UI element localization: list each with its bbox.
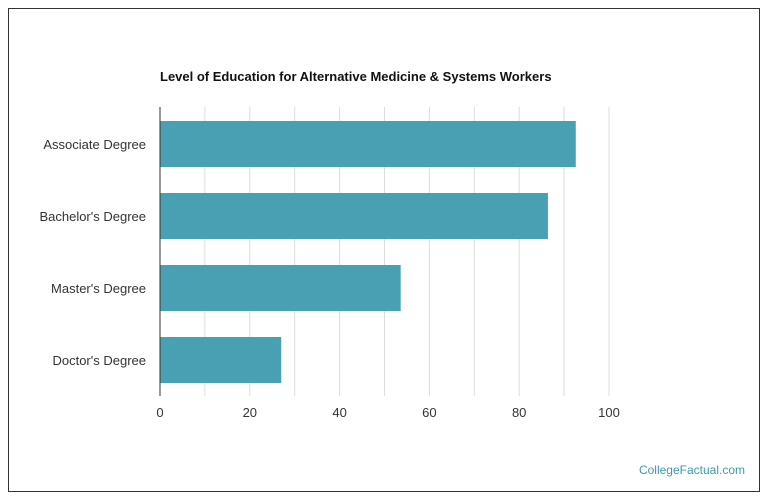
x-tick-label-0: 0 bbox=[156, 405, 163, 420]
category-label-master-s-degree: Master's Degree bbox=[51, 281, 146, 296]
chart-frame: Level of Education for Alternative Medic… bbox=[8, 8, 760, 492]
chart-title: Level of Education for Alternative Medic… bbox=[160, 69, 552, 84]
x-tick-labels: 0 20 40 60 80 100 bbox=[156, 405, 619, 420]
x-tick-label-60: 60 bbox=[422, 405, 436, 420]
watermark-link[interactable]: CollegeFactual.com bbox=[638, 463, 745, 477]
category-labels: Associate Degree Bachelor's Degree Master'… bbox=[39, 137, 146, 368]
category-label-bachelor-s-degree: Bachelor's Degree bbox=[39, 209, 146, 224]
x-tick-label-20: 20 bbox=[243, 405, 257, 420]
bar-doctor-s-degree bbox=[160, 337, 282, 383]
x-tick-label-100: 100 bbox=[598, 405, 620, 420]
bar-associate-degree bbox=[160, 121, 576, 167]
bar-master-s-degree bbox=[160, 265, 401, 311]
x-tick-label-80: 80 bbox=[512, 405, 526, 420]
bar-bachelor-s-degree bbox=[160, 193, 548, 239]
x-tick-label-40: 40 bbox=[332, 405, 346, 420]
category-label-associate-degree: Associate Degree bbox=[43, 137, 146, 152]
category-label-doctor-s-degree: Doctor's Degree bbox=[52, 353, 146, 368]
bars bbox=[160, 121, 576, 383]
bar-chart: Level of Education for Alternative Medic… bbox=[39, 69, 619, 420]
